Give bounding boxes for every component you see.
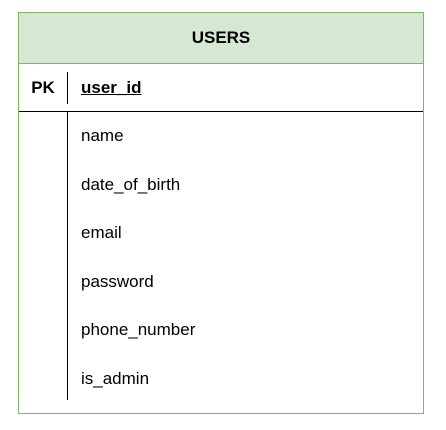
primary-key-row: PK user_id [19, 64, 423, 112]
attribute-row: date_of_birth [81, 174, 181, 194]
attribute-row: name [81, 126, 124, 146]
pk-column-divider [67, 72, 68, 104]
attribute-row: password [81, 271, 154, 291]
attribute-row: is_admin [81, 368, 150, 388]
attribute-row: phone_number [81, 320, 196, 340]
attributes-section: name date_of_birth email password phone_… [19, 112, 423, 412]
attribute-row: email [81, 223, 122, 243]
pk-label: PK [31, 77, 55, 97]
users-entity-table[interactable]: USERS PK user_id name date_of_birth emai… [18, 12, 424, 414]
attributes-column-divider [67, 112, 68, 400]
entity-title: USERS [19, 13, 423, 64]
attribute-list: name date_of_birth email password phone_… [81, 112, 195, 403]
pk-attribute-name: user_id [81, 77, 142, 97]
